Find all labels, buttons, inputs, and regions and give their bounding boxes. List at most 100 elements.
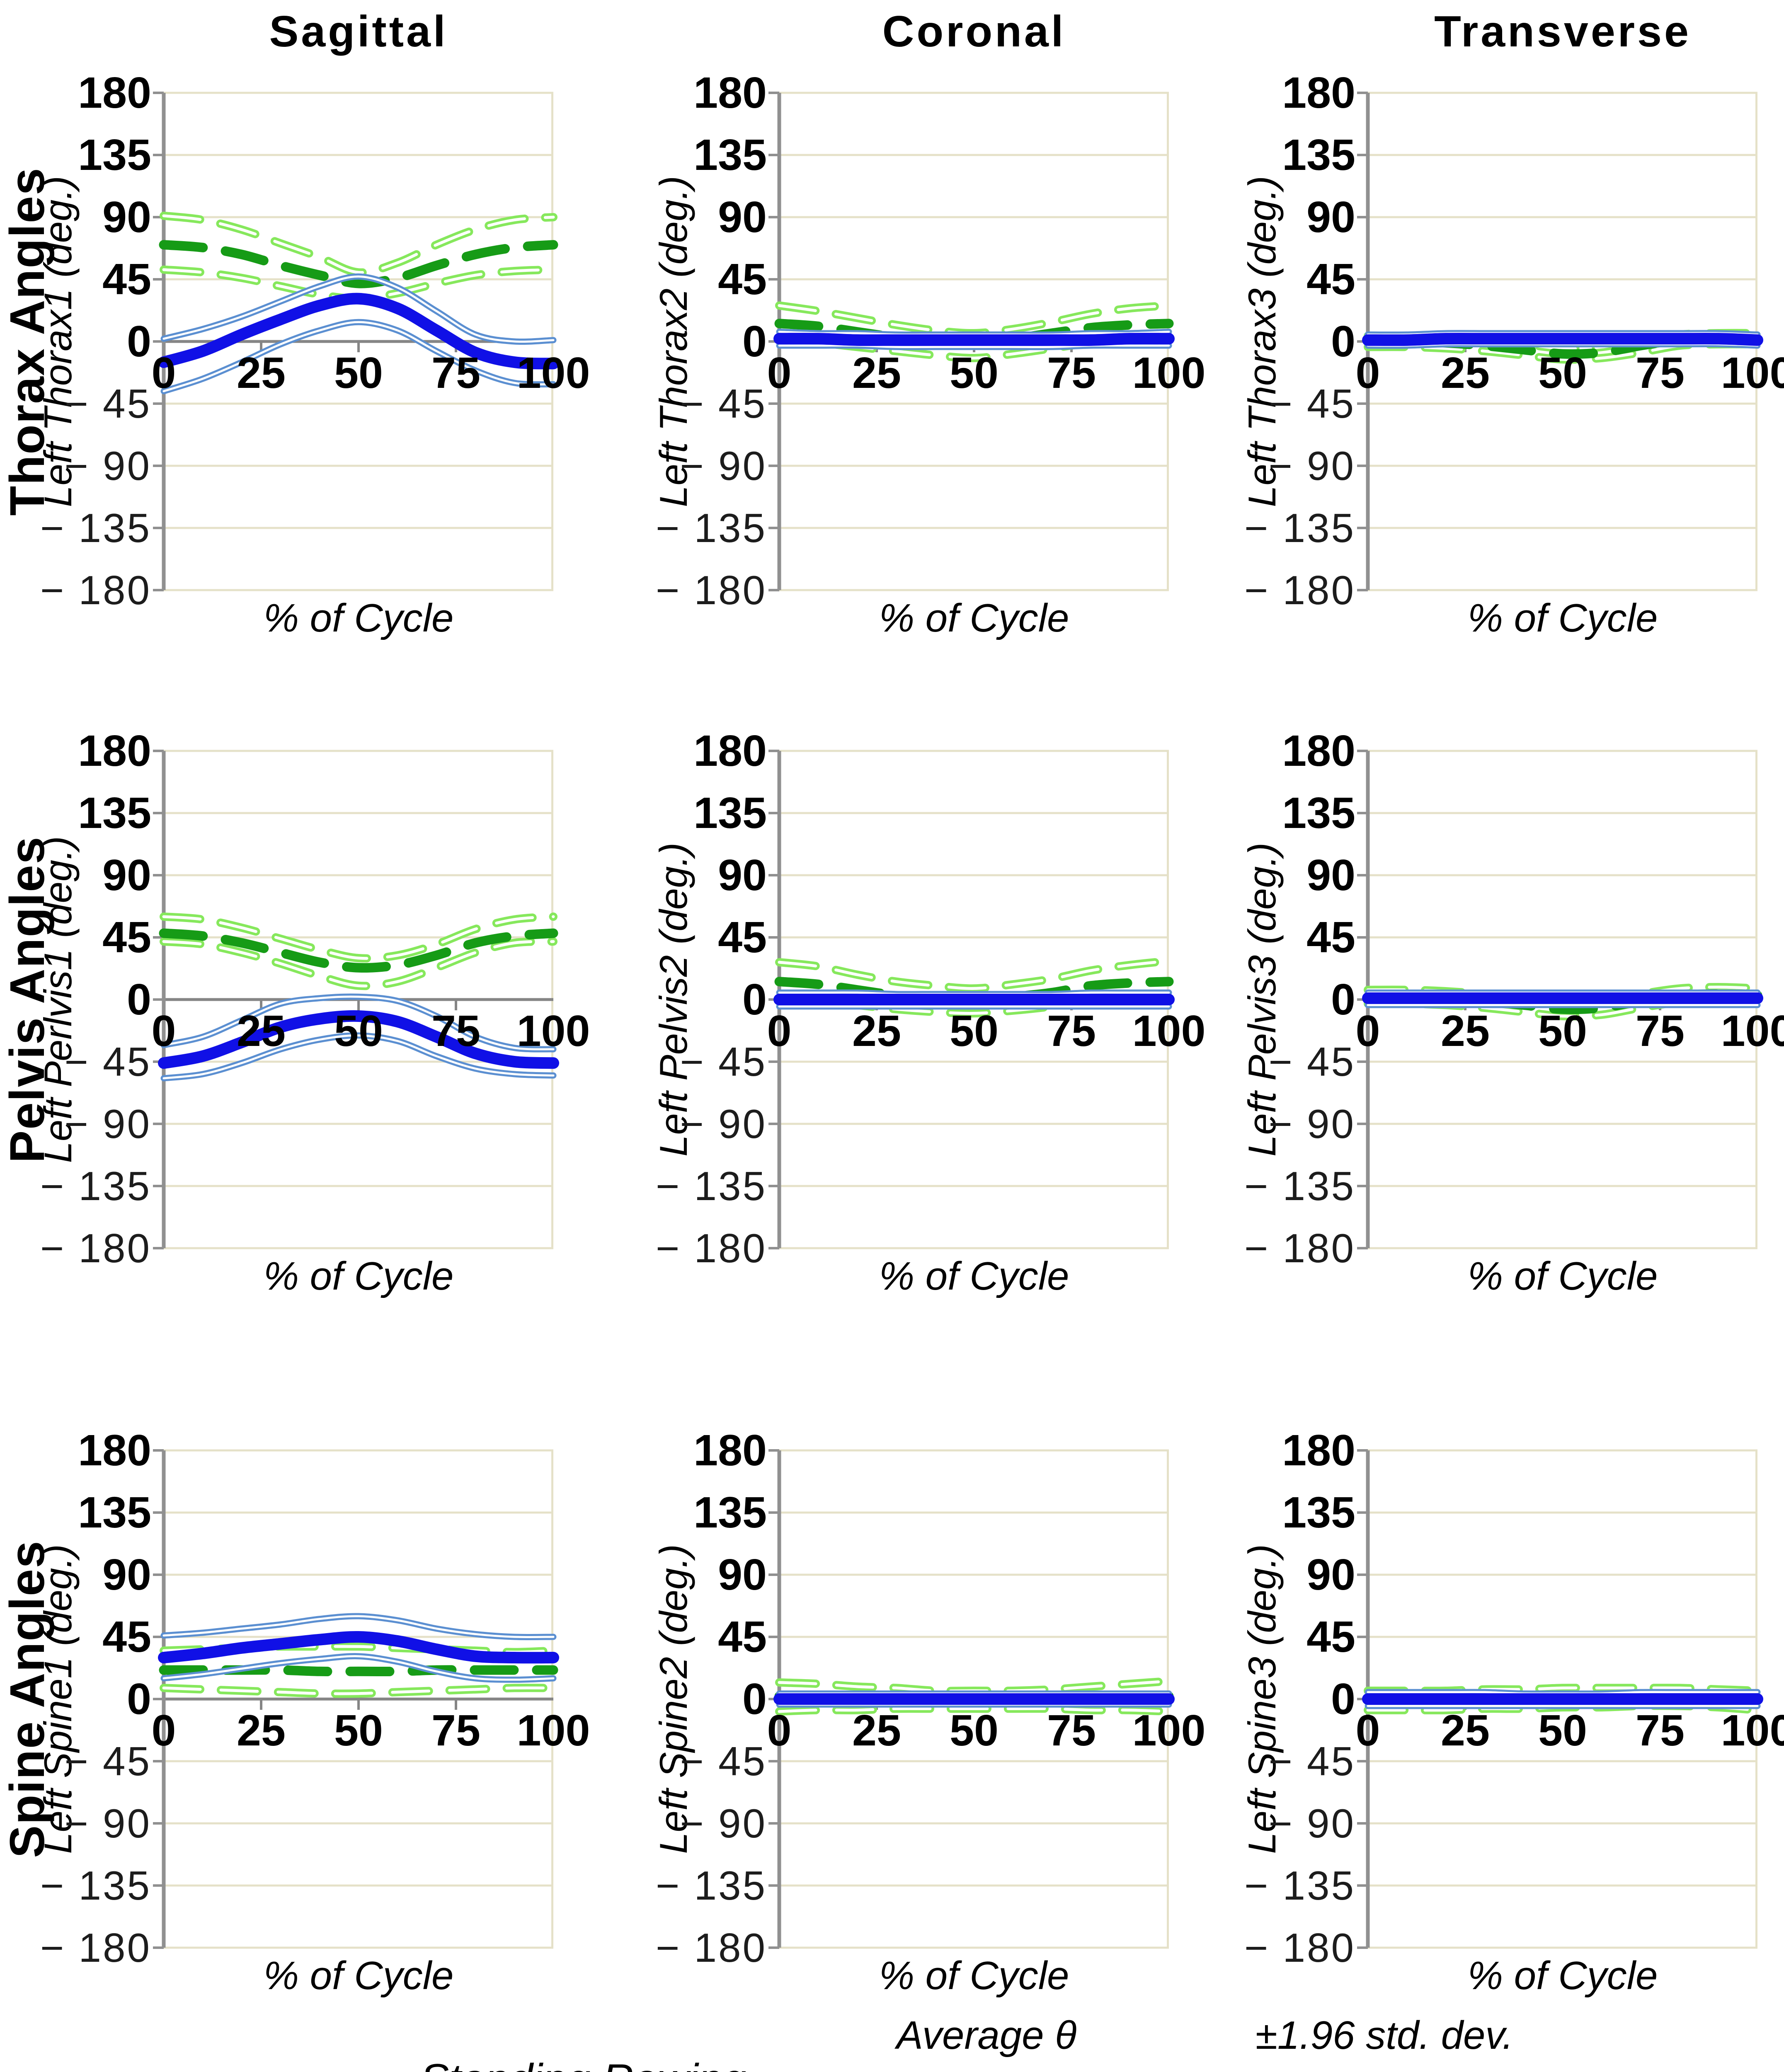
y-tick-label: − 180 [40, 567, 151, 613]
chart-spine-transverse: Left Spine3 (deg.) % of Cycle 180 135 90 45… [1240, 1427, 1784, 1997]
x-tick-label: 75 [1047, 1706, 1096, 1755]
x-axis-label: % of Cycle [1467, 1254, 1658, 1298]
x-tick-label: 50 [334, 1706, 383, 1755]
plot-area [1357, 92, 1763, 591]
y-tick-label: − 135 [40, 505, 151, 551]
x-tick-label: 75 [1636, 1007, 1685, 1055]
y-tick-label: − 180 [1244, 1225, 1355, 1271]
y-tick-label: − 90 [1268, 1801, 1355, 1846]
x-tick-label: 50 [334, 1007, 383, 1055]
legend-label-standing-rowing: Standing Rowing [290, 2056, 746, 2072]
y-tick-label: − 135 [40, 1163, 151, 1209]
x-tick-label: 50 [950, 349, 999, 397]
y-tick-label: 180 [693, 726, 767, 775]
y-tick-label: 135 [1282, 789, 1355, 838]
y-tick-label: 0 [1331, 975, 1355, 1024]
y-tick-label: 135 [693, 789, 767, 838]
x-tick-label: 25 [852, 349, 901, 397]
y-tick-label: 135 [693, 131, 767, 179]
x-tick-label: 100 [1721, 1706, 1784, 1755]
x-axis-label: % of Cycle [879, 1953, 1069, 1998]
x-axis-label: % of Cycle [879, 1254, 1069, 1298]
y-tick-label: 180 [1282, 68, 1355, 117]
x-tick-label: 75 [1047, 349, 1096, 397]
legend-header-std-dev: ±1.96 std. dev. [1256, 2013, 1513, 2057]
x-axis-label: % of Cycle [1467, 596, 1658, 640]
y-tick-label: 45 [718, 913, 767, 962]
x-tick-label: 100 [1721, 349, 1784, 397]
x-axis-label: % of Cycle [879, 596, 1069, 640]
y-tick-label: 0 [127, 1675, 151, 1723]
x-tick-label: 100 [1132, 349, 1206, 397]
y-tick-label: − 135 [656, 1163, 767, 1209]
y-tick-label: − 90 [64, 443, 151, 489]
x-tick-label: 75 [431, 1706, 480, 1755]
y-tick-label: 90 [718, 1550, 767, 1599]
y-tick-label: − 90 [64, 1101, 151, 1147]
x-tick-label: 25 [1441, 1706, 1490, 1755]
y-tick-label: 90 [1306, 193, 1355, 242]
y-tick-label: − 45 [64, 1738, 151, 1784]
x-tick-label: 50 [1538, 349, 1587, 397]
y-tick-label: − 45 [1268, 1738, 1355, 1784]
y-tick-label: − 180 [656, 1225, 767, 1271]
y-tick-label: − 135 [1244, 1863, 1355, 1908]
x-tick-label: 25 [1441, 1007, 1490, 1055]
x-tick-label: 25 [852, 1007, 901, 1055]
y-tick-label: − 135 [1244, 505, 1355, 551]
x-tick-label: 100 [516, 1007, 590, 1055]
plot-area [1357, 750, 1763, 1249]
y-tick-label: − 90 [64, 1801, 151, 1846]
x-tick-label: 0 [767, 1706, 792, 1755]
y-tick-label: 180 [693, 1426, 767, 1475]
y-tick-label: 90 [1306, 851, 1355, 900]
y-tick-label: 45 [102, 255, 151, 304]
y-tick-label: 90 [718, 193, 767, 242]
x-tick-label: 100 [1721, 1007, 1784, 1055]
y-tick-label: − 180 [40, 1225, 151, 1271]
x-tick-label: 75 [431, 349, 480, 397]
y-tick-label: 90 [102, 1550, 151, 1599]
y-tick-label: − 180 [656, 567, 767, 613]
y-tick-label: − 45 [64, 381, 151, 426]
x-axis-label: % of Cycle [1467, 1953, 1658, 1998]
column-title-sagittal: Sagittal [269, 7, 448, 56]
plot-area [153, 1449, 559, 1949]
chart-spine-coronal: Left Spine2 (deg.) % of Cycle 180 135 90 45… [652, 1427, 1205, 1997]
y-tick-label: 135 [78, 131, 151, 179]
y-tick-label: 0 [742, 975, 767, 1024]
y-tick-label: − 90 [1268, 1101, 1355, 1147]
y-tick-label: 180 [1282, 1426, 1355, 1475]
x-tick-label: 25 [237, 349, 286, 397]
x-tick-label: 25 [237, 1007, 286, 1055]
y-tick-label: − 135 [656, 1863, 767, 1908]
y-tick-label: 0 [1331, 317, 1355, 366]
y-tick-label: 0 [127, 975, 151, 1024]
x-tick-label: 50 [950, 1706, 999, 1755]
chart-thorax-transverse: Left Thorax3 (deg.) % of Cycle 180 135 90 4… [1240, 70, 1784, 640]
y-tick-label: − 45 [680, 381, 767, 426]
chart-thorax-coronal: Left Thorax2 (deg.) % of Cycle 180 135 90 4… [652, 70, 1205, 640]
chart-pelvis-transverse: Left Pelvis3 (deg.) % of Cycle 180 135 90 4… [1240, 728, 1784, 1298]
x-tick-label: 0 [151, 1706, 176, 1755]
x-tick-label: 0 [1355, 1706, 1380, 1755]
y-tick-label: 0 [742, 317, 767, 366]
y-tick-label: − 45 [64, 1039, 151, 1084]
y-tick-label: − 180 [40, 1925, 151, 1970]
y-tick-label: − 135 [656, 505, 767, 551]
y-tick-label: 45 [1306, 255, 1355, 304]
legend-line-samples [0, 1989, 1784, 2072]
y-tick-label: 45 [1306, 913, 1355, 962]
chart-pelvis-coronal: Left Pelvis2 (deg.) % of Cycle 180 135 90 4… [652, 728, 1205, 1298]
y-tick-label: − 180 [656, 1925, 767, 1970]
chart-spine-sagittal: Left Spine1 (deg.) % of Cycle 180 135 90 45… [36, 1427, 590, 1997]
y-tick-label: 0 [1331, 1675, 1355, 1723]
y-tick-label: 0 [742, 1675, 767, 1723]
x-axis-label: % of Cycle [263, 596, 454, 640]
y-tick-label: 90 [102, 851, 151, 900]
x-tick-label: 100 [516, 349, 590, 397]
x-tick-label: 50 [1538, 1007, 1587, 1055]
chart-pelvis-sagittal: Left Perlvis1 (deg.) % of Cycle 180 135 90… [36, 728, 590, 1298]
y-tick-label: − 135 [40, 1863, 151, 1908]
legend-header-average-theta: Average θ [896, 2013, 1077, 2057]
